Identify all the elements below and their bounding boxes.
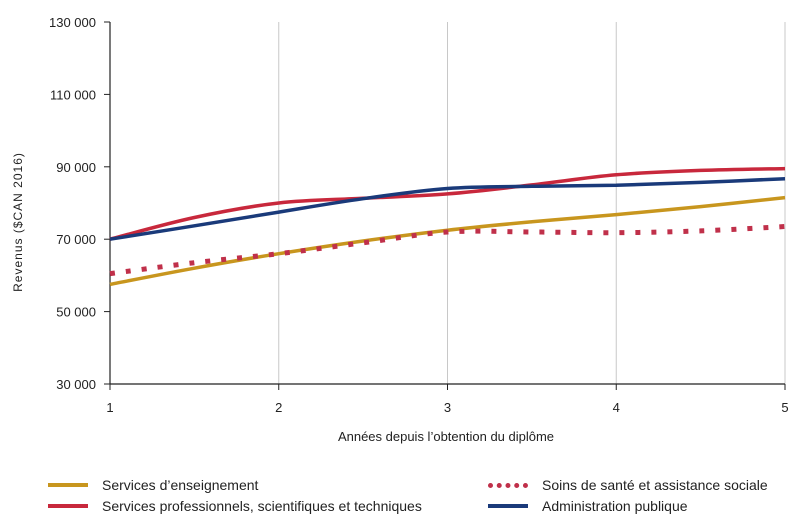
y-axis-label: Revenus ($CAN 2016)	[11, 152, 25, 292]
x-tick-label-4: 4	[613, 400, 620, 415]
series-line-services-professionnels-scientifiques-et-techniques	[109, 166, 786, 241]
y-tick-label-130000: 130 000	[49, 15, 96, 30]
y-tick-label-110000: 110 000	[50, 87, 96, 102]
axes	[104, 21, 786, 390]
x-tick-label-5: 5	[781, 400, 788, 415]
x-tick-label-3: 3	[444, 400, 451, 415]
grid-lines	[278, 22, 786, 384]
y-tick-label-70000: 70 000	[56, 232, 96, 247]
y-tick-label-90000: 90 000	[56, 160, 96, 175]
y-tick-labels: 30 000 50 000 70 000 90 000 110 000 130 000	[49, 15, 96, 392]
series-line-soins-de-sante-et-assistance-sociale	[109, 224, 786, 277]
x-axis-label: Années depuis l’obtention du diplôme	[338, 429, 554, 444]
x-tick-labels: 1 2 3 4 5	[106, 400, 788, 415]
x-tick-label-1: 1	[106, 400, 113, 415]
y-tick-label-50000: 50 000	[56, 305, 96, 320]
series-line-administration-publique	[109, 176, 786, 241]
x-tick-label-2: 2	[275, 400, 282, 415]
y-tick-label-30000: 30 000	[56, 377, 96, 392]
series-lines	[109, 166, 786, 287]
